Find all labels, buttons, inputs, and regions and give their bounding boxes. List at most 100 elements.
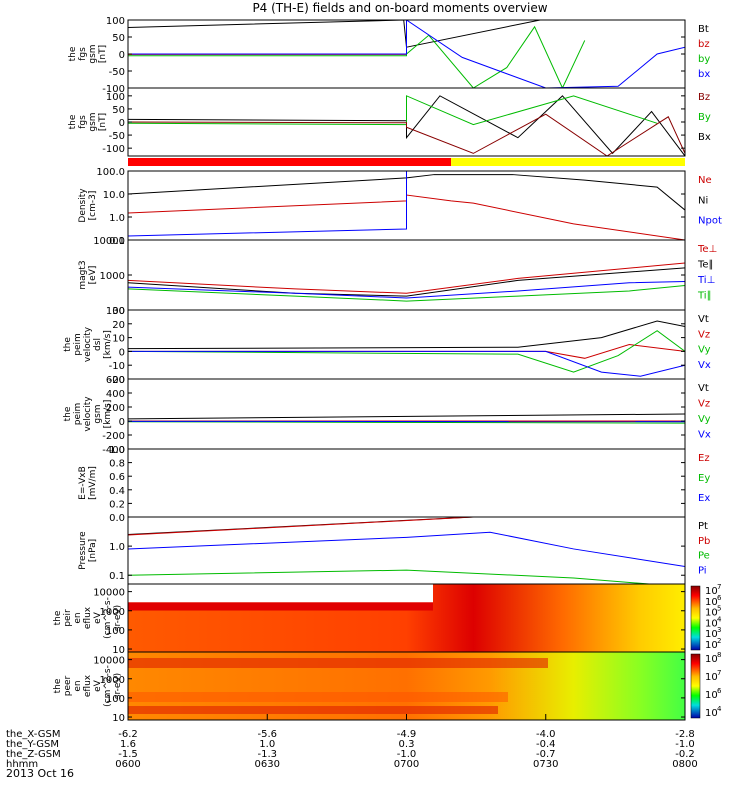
series-bx [128,20,685,88]
colorbar-tick-label: 10 [705,672,718,683]
y-tick-label: 0 [119,417,125,428]
x-row-value: 0800 [672,759,697,770]
y-axis-label: en [73,680,83,691]
legend-Te∥: Te∥ [697,260,714,271]
x-row-value: 0630 [255,759,280,770]
y-axis-label: en [73,612,83,623]
y-axis-label: gsm [88,112,98,131]
y-tick-label: 1.0 [109,213,125,224]
legend-Te⊥: Te⊥ [697,244,717,255]
y-axis-label: the [68,46,78,61]
y-tick-label: 20 [112,320,125,331]
colorbar-tick-label: 10 [705,640,718,651]
y-tick-label: 10 [112,713,125,724]
y-axis-label: [cm-3] [88,191,98,221]
series-Pi [128,532,685,566]
y-axis-label: eV [93,611,103,624]
colorbar-tick-label: 10 [705,708,718,719]
y-axis-label: gsm [93,404,103,423]
y-axis-label: [nT] [98,113,108,131]
colorbar-tick-label: 10 [705,597,718,608]
panel-lines [128,414,685,423]
y-axis-label: [eV] [88,266,98,285]
panel-lines [128,20,685,88]
colorbar [691,654,700,718]
panel-lines [128,321,685,376]
panel-frame [128,310,685,379]
y-axis-label: peim [73,333,83,356]
legend-Ti⊥: Ti⊥ [697,275,715,286]
legend-Vz: Vz [698,329,710,340]
y-tick-label: 0.4 [109,486,125,497]
y-tick-label: 10 [112,645,125,656]
colorbar-tick-label: 10 [705,629,718,640]
y-axis-label: (cm^2-s- [103,665,113,707]
y-axis-label: sr-eV) [113,605,123,631]
colorbar-tick-exponent: 3 [717,626,721,634]
series-Vt [128,321,685,349]
y-tick-label: -50 [109,131,125,142]
date-label: 2013 Oct 16 [6,767,74,780]
colorbar-tick-label: 10 [705,608,718,619]
y-axis-label: the [63,337,73,352]
legend-by: by [698,54,710,65]
colorbar-tick-label: 10 [705,618,718,629]
heatmap-band [128,602,433,610]
y-tick-label: -50 [109,67,125,78]
y-axis-label: sr-eV) [113,673,123,699]
y-axis-label: E=-VxB [78,466,88,500]
legend-Vy: Vy [698,345,711,356]
legend-Vy: Vy [698,414,711,425]
y-tick-label: 400 [106,389,125,400]
panel-frame [128,449,685,517]
y-tick-label: 100.0 [96,167,125,178]
series-Vx [128,351,685,376]
panel-lines [128,263,685,301]
colorbar-tick-exponent: 2 [717,637,721,645]
legend-Bt: Bt [698,24,709,35]
legend-bx: bx [698,69,710,80]
colorbar-tick-exponent: 7 [717,669,721,677]
y-tick-label: 0.2 [109,499,125,510]
y-axis-label: fgs [78,47,88,61]
y-tick-label: 0 [119,118,125,129]
y-axis-label: velocity [83,326,93,362]
y-tick-label: 100 [106,16,125,27]
legend-Bz: Bz [698,92,710,103]
y-axis-label: [km/s] [103,400,113,429]
y-tick-label: 50 [112,105,125,116]
legend-Pt: Pt [698,521,708,532]
y-axis-label: dsl [93,338,103,351]
colorbar-tick-exponent: 7 [717,583,721,591]
y-tick-label: -100 [102,144,125,155]
y-tick-label: -200 [102,431,125,442]
series-Ti⊥ [128,282,685,298]
legend-Vz: Vz [698,399,710,410]
y-axis-label: Pressure [78,531,88,570]
y-axis-label: gsm [88,44,98,63]
legend-Vt: Vt [698,383,709,394]
y-axis-label: velocity [83,396,93,432]
x-row-value: 0600 [115,759,140,770]
y-axis-label: Density [78,188,88,223]
colorbar-tick-exponent: 4 [717,705,722,713]
panel-lines [128,515,685,587]
y-tick-label: 10000 [93,236,125,247]
y-axis-label: peer [63,675,73,696]
legend-Vx: Vx [698,360,711,371]
heatmap-band [128,658,548,668]
y-axis-label: peir [63,609,73,627]
legend-By: By [698,112,711,123]
legend-Pe: Pe [698,551,710,562]
y-axis-label: the [63,406,73,421]
legend-Ez: Ez [698,453,710,464]
colorbar-tick-label: 10 [705,586,718,597]
panel-frame [128,379,685,449]
y-tick-label: 0.0 [109,513,125,524]
series-by [128,27,585,88]
